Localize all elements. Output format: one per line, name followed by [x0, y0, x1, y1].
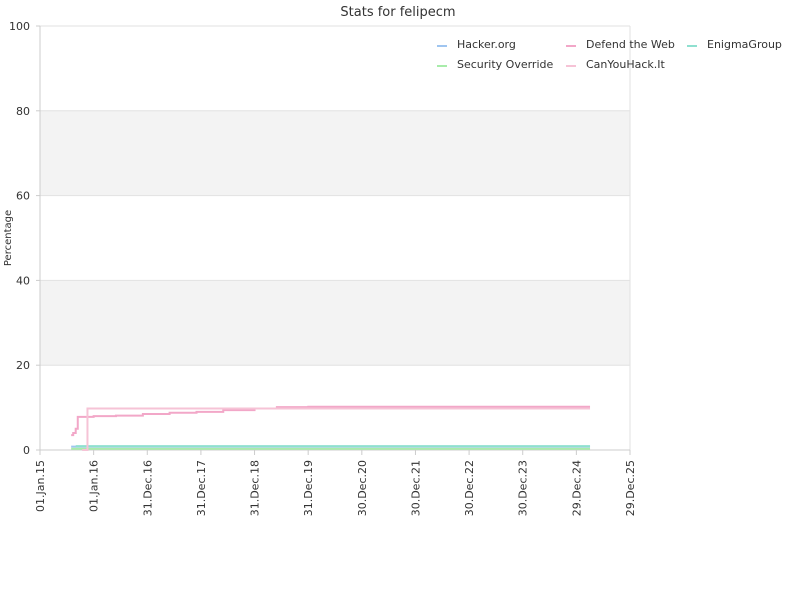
y-tick-label: 60	[16, 190, 30, 203]
y-tick-label: 100	[9, 20, 30, 33]
x-tick-label: 29.Dec.24	[570, 460, 583, 516]
y-axis-label: Percentage	[3, 210, 14, 266]
x-tick-label: 30.Dec.23	[517, 460, 530, 516]
series-line-4	[82, 407, 591, 451]
legend-entry-label: Security Override	[457, 58, 553, 71]
x-tick-label: 01.Jan.16	[88, 460, 101, 512]
y-tick-label: 0	[23, 444, 30, 457]
grid-band	[40, 280, 630, 366]
x-tick-label: 30.Dec.20	[356, 460, 369, 516]
y-tick-label: 80	[16, 105, 30, 118]
x-tick-label: 31.Dec.19	[302, 460, 315, 516]
x-axis-ticks: 01.Jan.15 01.Jan.16 31.Dec.16 31.Dec.17 31.D…	[34, 450, 637, 516]
y-tick-label: 20	[16, 359, 30, 372]
x-tick-label: 31.Dec.17	[195, 460, 208, 516]
series-lines	[71, 405, 591, 451]
x-tick-label: 31.Dec.18	[249, 460, 262, 516]
x-tick-label: 01.Jan.15	[34, 460, 47, 512]
legend-entry-label: EnigmaGroup	[707, 38, 782, 51]
x-tick-label: 30.Dec.22	[463, 460, 476, 516]
series-line-1	[71, 405, 591, 437]
x-tick-label: 29.Dec.25	[624, 460, 637, 516]
chart-title: Stats for felipecm	[340, 5, 455, 20]
y-tick-label: 40	[16, 274, 30, 287]
grid-bands	[40, 110, 630, 366]
axes	[39, 26, 631, 451]
legend: Hacker.org Defend the Web EnigmaGroup Secur…	[437, 38, 782, 71]
grid-lines	[40, 25, 630, 451]
legend-entry-label: Defend the Web	[586, 38, 675, 51]
x-tick-label: 30.Dec.21	[409, 460, 422, 516]
legend-entry-label: CanYouHack.It	[586, 58, 666, 71]
grid-band	[40, 110, 630, 196]
x-tick-label: 31.Dec.16	[141, 460, 154, 516]
legend-entry-label: Hacker.org	[457, 38, 516, 51]
y-axis-ticks: 0 20 40 60 80 100	[9, 20, 40, 457]
